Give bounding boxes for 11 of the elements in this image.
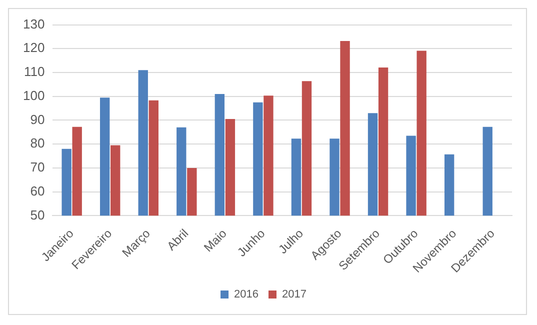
y-tick-label: 120	[22, 40, 45, 56]
y-tick-label: 80	[30, 136, 45, 151]
y-tick-label: 60	[30, 183, 45, 198]
y-tick-label: 100	[22, 88, 45, 103]
legend-label: 2016	[234, 288, 259, 301]
legend-label: 2017	[282, 288, 306, 301]
y-tick-label: 90	[30, 112, 45, 127]
y-tick-label: 50	[30, 207, 45, 222]
y-tick-label: 130	[22, 16, 45, 32]
y-tick-label: 70	[30, 160, 45, 175]
y-tick-label: 110	[24, 64, 45, 80]
